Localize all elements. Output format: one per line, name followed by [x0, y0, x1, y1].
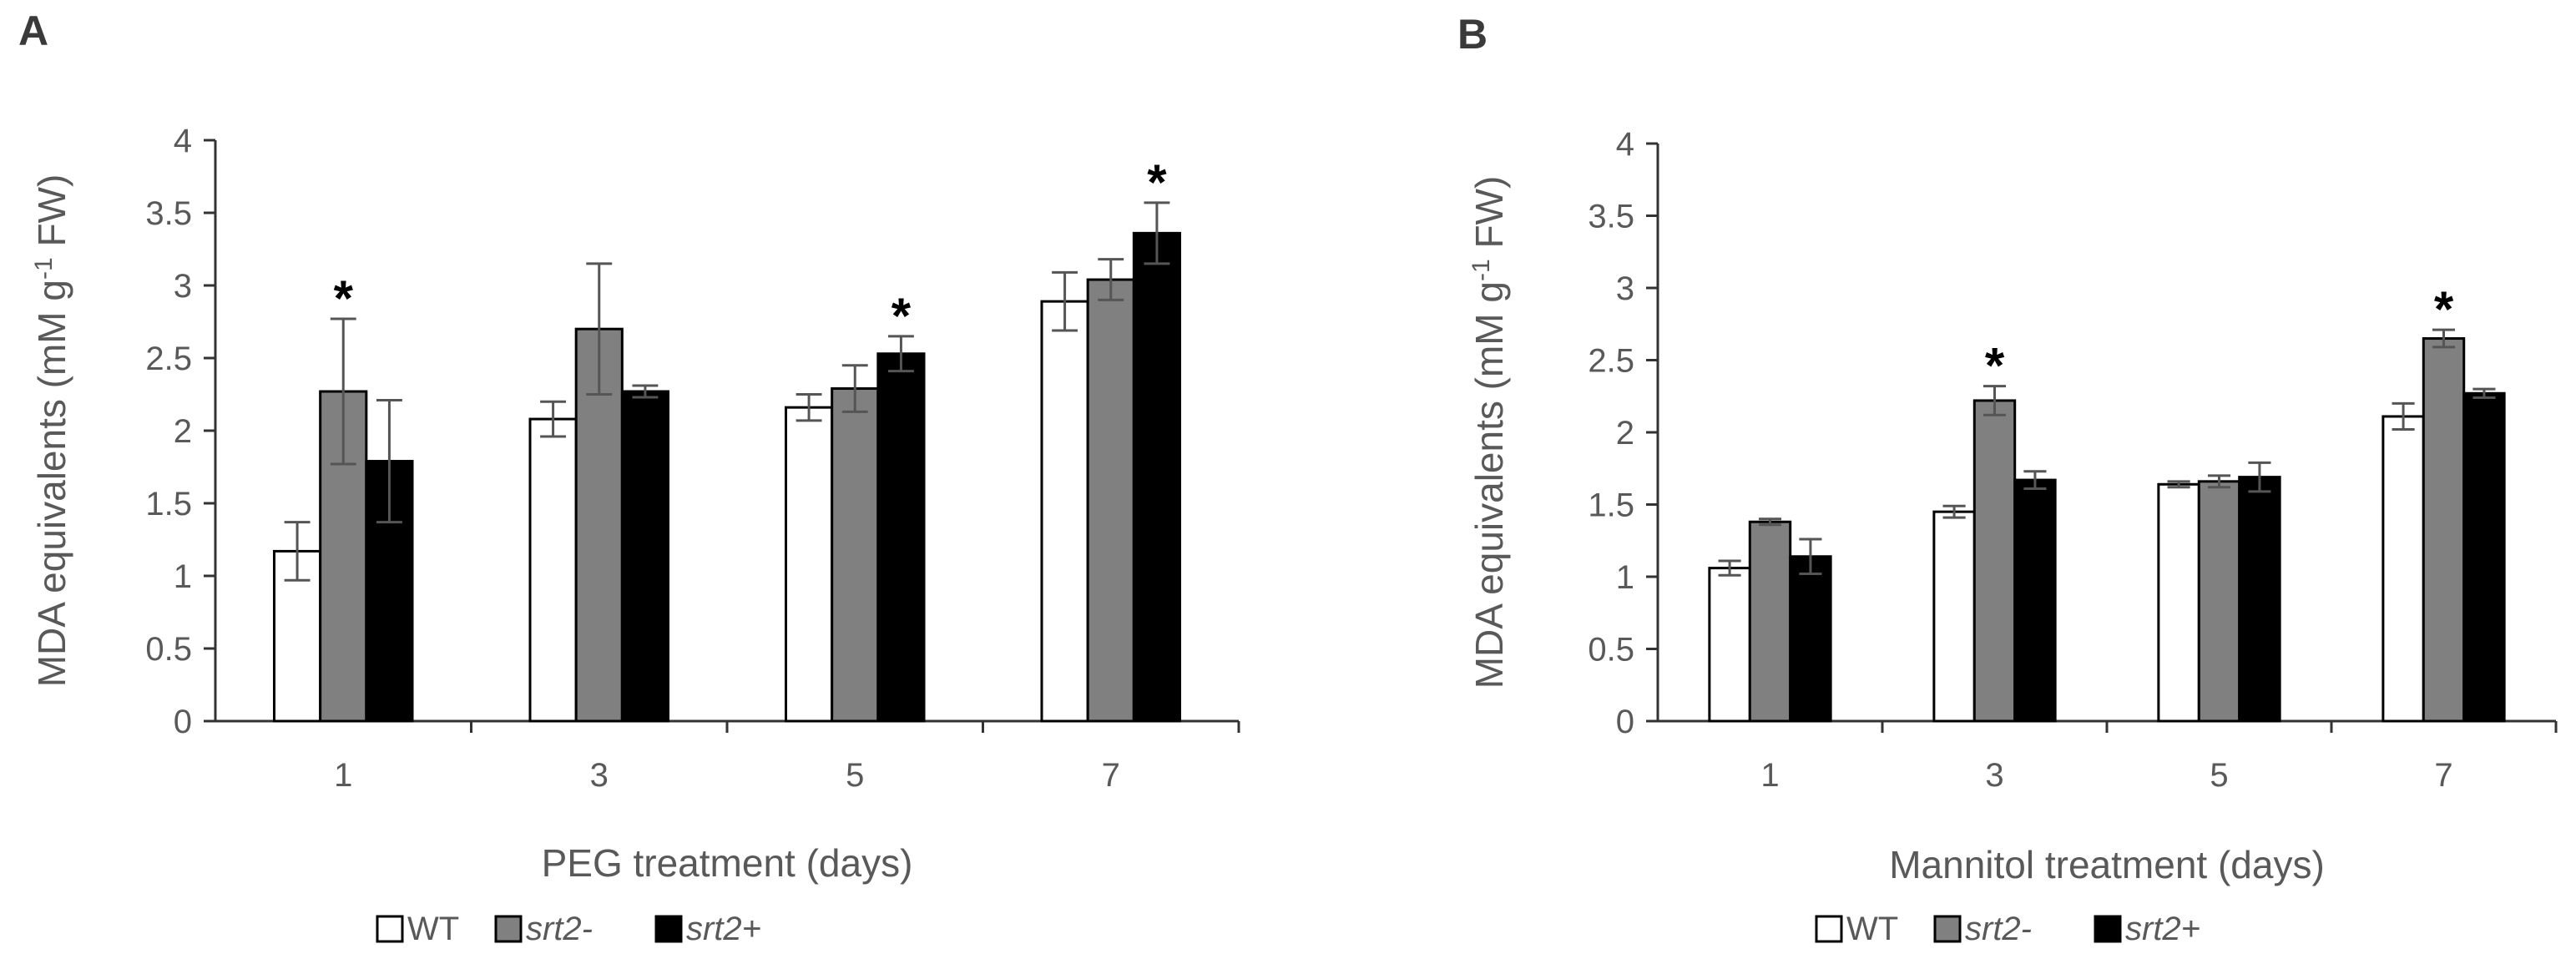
x-tick-label: 3 [1985, 757, 2003, 794]
y-tick-label: 0.5 [1588, 632, 1634, 669]
legend-label: WT [407, 911, 459, 947]
bar-srt2plus [2238, 476, 2281, 723]
x-tick-label: 1 [334, 757, 352, 794]
bar-wt [2382, 415, 2425, 723]
bar-srt2plus [876, 352, 926, 723]
x-tick-label: 3 [590, 757, 609, 794]
legend: WT srt2- srt2+ [376, 911, 761, 947]
y-tick-label: 1.5 [145, 486, 192, 522]
bar-wt [528, 417, 578, 723]
y-tick-label: 1 [1616, 559, 1634, 596]
y-axis-title: MDA equivalents (mM g-1 FW) [1467, 176, 1511, 689]
y-tick-label: 2 [174, 413, 192, 450]
significance-star: * [1147, 154, 1167, 210]
bar-srt2plus [1789, 555, 1832, 723]
chart-b: 0 0.5 1 1.5 2 2.5 3 3.5 4 1 3 5 7 * * MDA equivalents (… [1467, 126, 2558, 947]
x-tick-label: 5 [2210, 757, 2228, 794]
legend-label: srt2+ [686, 911, 761, 947]
legend-swatch [494, 915, 523, 943]
y-tick-label: 1 [174, 558, 192, 595]
bar-srt2minus [831, 387, 880, 723]
bar-srt2plus [1132, 231, 1182, 723]
panel-label-a: A [18, 8, 49, 54]
bar-srt2minus [1086, 278, 1135, 723]
y-tick-label: 3.5 [145, 195, 192, 232]
legend-label: srt2- [526, 911, 593, 947]
y-tick-label: 0 [1616, 704, 1634, 740]
x-axis-title: PEG treatment (days) [542, 841, 913, 885]
y-tick-label: 4 [174, 123, 192, 159]
legend-swatch [1933, 915, 1962, 943]
significance-star: * [891, 288, 912, 344]
bar-wt [2157, 482, 2200, 723]
legend-swatch [2094, 915, 2122, 943]
y-tick-label: 0 [174, 704, 192, 740]
legend-swatch [376, 915, 404, 943]
bar-srt2minus [2197, 480, 2241, 723]
legend-label: WT [1846, 911, 1898, 947]
y-tick-label: 3 [1616, 270, 1634, 307]
significance-star: * [1985, 338, 2005, 394]
significance-star: * [334, 270, 354, 326]
y-tick-label: 3.5 [1588, 199, 1634, 235]
legend-label: srt2+ [2125, 911, 2200, 947]
bar-wt [1040, 300, 1089, 723]
legend-label: srt2- [1965, 911, 2032, 947]
bar-srt2minus [2422, 337, 2466, 723]
legend-swatch [654, 915, 683, 943]
bar-wt [784, 406, 834, 723]
bar-srt2plus [620, 390, 670, 723]
legend-swatch [1815, 915, 1843, 943]
x-tick-label: 1 [1760, 757, 1779, 794]
y-tick-label: 0.5 [145, 631, 192, 668]
panel-label-b: B [1457, 11, 1488, 58]
significance-star: * [2434, 281, 2454, 337]
bar-srt2minus [1972, 399, 2017, 723]
chart-a: 0 0.5 1 1.5 2 2.5 3 3.5 4 1 3 5 7 * * * MDA equivalents … [30, 123, 1240, 947]
y-tick-label: 2 [1616, 415, 1634, 452]
bar-wt [1932, 510, 1976, 723]
y-tick-label: 3 [174, 268, 192, 305]
legend: WT srt2- srt2+ [1815, 911, 2200, 947]
x-tick-label: 5 [846, 757, 864, 794]
bar-srt2plus [2462, 391, 2506, 723]
x-tick-label: 7 [1102, 757, 1120, 794]
bar-wt [1708, 567, 1751, 723]
bar-srt2plus [2013, 478, 2057, 723]
y-tick-label: 1.5 [1588, 487, 1634, 524]
y-tick-label: 4 [1616, 126, 1634, 163]
x-axis-title: Mannitol treatment (days) [1889, 843, 2325, 886]
bar-srt2minus [1748, 520, 1792, 723]
y-tick-label: 2.5 [145, 341, 192, 377]
y-tick-label: 2.5 [1588, 343, 1634, 380]
x-tick-label: 7 [2434, 757, 2452, 794]
y-axis-title: MDA equivalents (mM g-1 FW) [30, 174, 73, 688]
